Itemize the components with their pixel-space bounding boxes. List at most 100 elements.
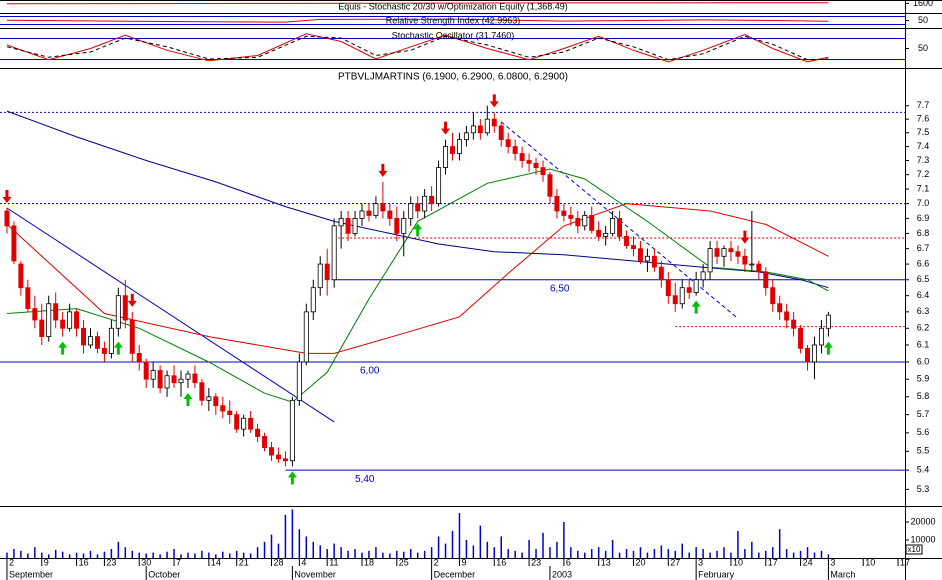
candle-body — [512, 146, 518, 154]
candle-body — [554, 195, 560, 212]
x-tick-label: 18 — [364, 557, 374, 567]
buy-arrow — [58, 341, 68, 355]
volume-bar — [493, 547, 496, 558]
volume-bar — [514, 550, 516, 558]
candle-body — [408, 203, 414, 219]
month-label: 2003 — [552, 569, 572, 579]
candle-body — [25, 287, 31, 309]
buy-arrow — [183, 392, 193, 406]
volume-bar — [145, 553, 147, 558]
x-tick-label: 13 — [601, 557, 611, 567]
candle-body — [178, 378, 184, 384]
volume-bar — [305, 536, 308, 558]
volume-bar — [96, 554, 99, 558]
trend-line — [500, 121, 739, 319]
volume-bar — [716, 550, 718, 558]
volume-bar — [389, 553, 391, 558]
moving-average — [6, 203, 829, 354]
candle-body — [519, 153, 525, 161]
x-tick-label: 20 — [636, 557, 646, 567]
candle-body — [11, 225, 17, 262]
volume-bar — [785, 549, 788, 558]
volume-bar — [326, 549, 328, 558]
volume-bar — [47, 554, 50, 558]
candle-body — [770, 287, 776, 305]
month-label: October — [148, 569, 180, 579]
volume-bar — [382, 552, 384, 558]
volume-bar — [89, 550, 92, 558]
candle-body — [777, 303, 783, 313]
candle-body — [74, 311, 80, 329]
y-tick-label: 7.2 — [917, 169, 930, 179]
candle-body — [651, 255, 657, 268]
volume-bar — [639, 547, 642, 558]
volume-bar — [27, 553, 29, 558]
candle-body — [443, 146, 449, 168]
sell-arrow — [740, 230, 750, 244]
candle-body — [700, 271, 706, 281]
candle-body — [505, 139, 511, 147]
volume-bar — [702, 549, 704, 558]
volume-bar — [82, 553, 85, 558]
month-label: March — [830, 569, 855, 579]
volume-bar — [41, 552, 43, 558]
candle-body — [185, 373, 191, 380]
volume-bar — [660, 545, 663, 558]
volume-bar — [751, 541, 753, 558]
candle-body — [763, 271, 769, 289]
y-tick-label: 5.5 — [917, 446, 930, 456]
volume-bar — [758, 552, 760, 558]
chart-title: PTBVLJMARTINS (6.1900, 6.2900, 6.0800, 6… — [338, 72, 568, 83]
volume-bar — [368, 550, 370, 558]
candle-body — [791, 319, 797, 329]
month-label: December — [434, 569, 476, 579]
y-tick-label: 6.6 — [917, 258, 930, 268]
volume-bar — [215, 554, 217, 558]
x-tick-label: 9 — [44, 557, 49, 567]
volume-bar — [131, 550, 134, 558]
candle-body — [547, 174, 553, 197]
candle-body — [248, 417, 254, 430]
volume-bar — [159, 554, 161, 558]
candle-body — [192, 373, 198, 384]
x-tick-label: 10 — [733, 557, 743, 567]
volume-bar — [6, 552, 8, 558]
volume-bar — [409, 549, 412, 558]
candle-body — [749, 263, 755, 266]
candle-body — [582, 215, 588, 227]
volume-bar — [416, 552, 419, 558]
volume-bar — [256, 547, 259, 558]
panel-title: Equis - Stochastic 20/30 w/Optimization … — [338, 1, 568, 11]
volume-bar — [611, 540, 614, 558]
y-tick-label: 7.6 — [917, 114, 930, 124]
candle-body — [818, 327, 824, 346]
candle-body — [596, 229, 602, 237]
candle-body — [470, 125, 476, 134]
volume-bar — [208, 552, 210, 558]
volume-bar — [444, 543, 447, 558]
candle-body — [296, 361, 302, 401]
sell-arrow — [489, 94, 499, 108]
buy-arrow — [691, 300, 701, 314]
volume-bar — [75, 552, 78, 558]
candle-body — [94, 336, 100, 349]
candle-body — [157, 370, 163, 389]
y-tick-label: 7.4 — [917, 141, 930, 151]
x-tick-label: 25 — [399, 557, 409, 567]
indicator-line — [6, 35, 829, 61]
volume-bar — [695, 547, 697, 558]
candle-body — [679, 287, 685, 305]
volume-bar — [723, 547, 725, 558]
month-label: September — [9, 569, 53, 579]
volume-bar — [521, 552, 523, 558]
candle-body — [637, 248, 643, 262]
x-tick-label: 27 — [670, 557, 680, 567]
sell-arrow — [2, 190, 12, 204]
volume-bar — [291, 509, 294, 558]
candle-body — [352, 218, 358, 234]
volume-bar — [228, 553, 231, 558]
candle-body — [331, 225, 337, 281]
volume-bar — [590, 549, 593, 558]
y-tick-label: 5.9 — [917, 374, 930, 384]
candle-body — [88, 336, 93, 346]
